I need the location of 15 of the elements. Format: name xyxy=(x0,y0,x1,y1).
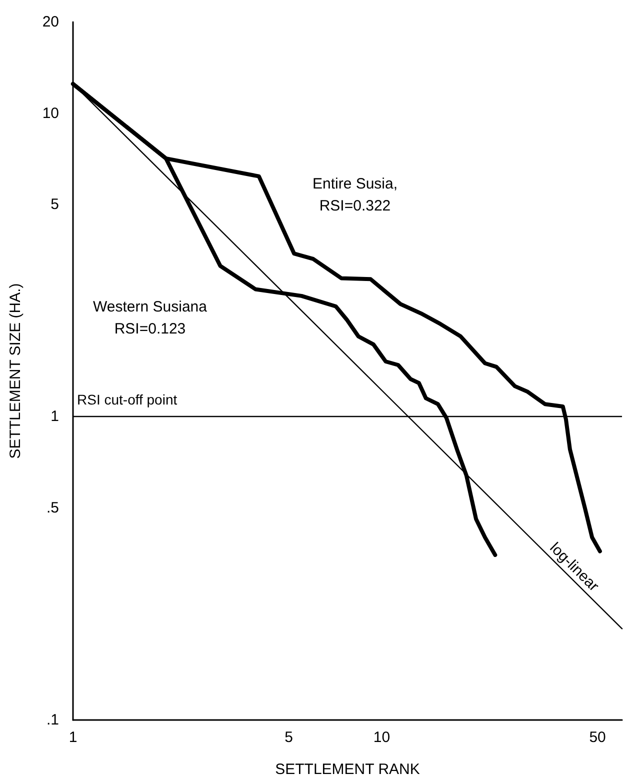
x-tick-label: 50 xyxy=(589,729,606,746)
x-axis-title: SETTLEMENT RANK xyxy=(275,761,420,778)
x-tick-label: 10 xyxy=(373,729,390,746)
y-tick-label: 20 xyxy=(42,14,59,30)
y-axis-title: SETTLEMENT SIZE (HA.) xyxy=(7,283,24,459)
y-tick-label: 1 xyxy=(50,408,59,426)
y-tick-label: .1 xyxy=(46,712,59,728)
y-tick-label: 5 xyxy=(50,196,59,214)
ref-line-label: RSI cut-off point xyxy=(77,392,178,408)
x-tick-label: 5 xyxy=(284,729,293,746)
text: Entire Susia, RSI=0.322 xyxy=(312,176,398,214)
x-tick-label: 1 xyxy=(68,729,78,746)
y-tick-label: .5 xyxy=(46,499,59,516)
text: Western Susiana RSI=0.123 xyxy=(93,298,208,338)
y-tick-label: 10 xyxy=(42,104,59,122)
